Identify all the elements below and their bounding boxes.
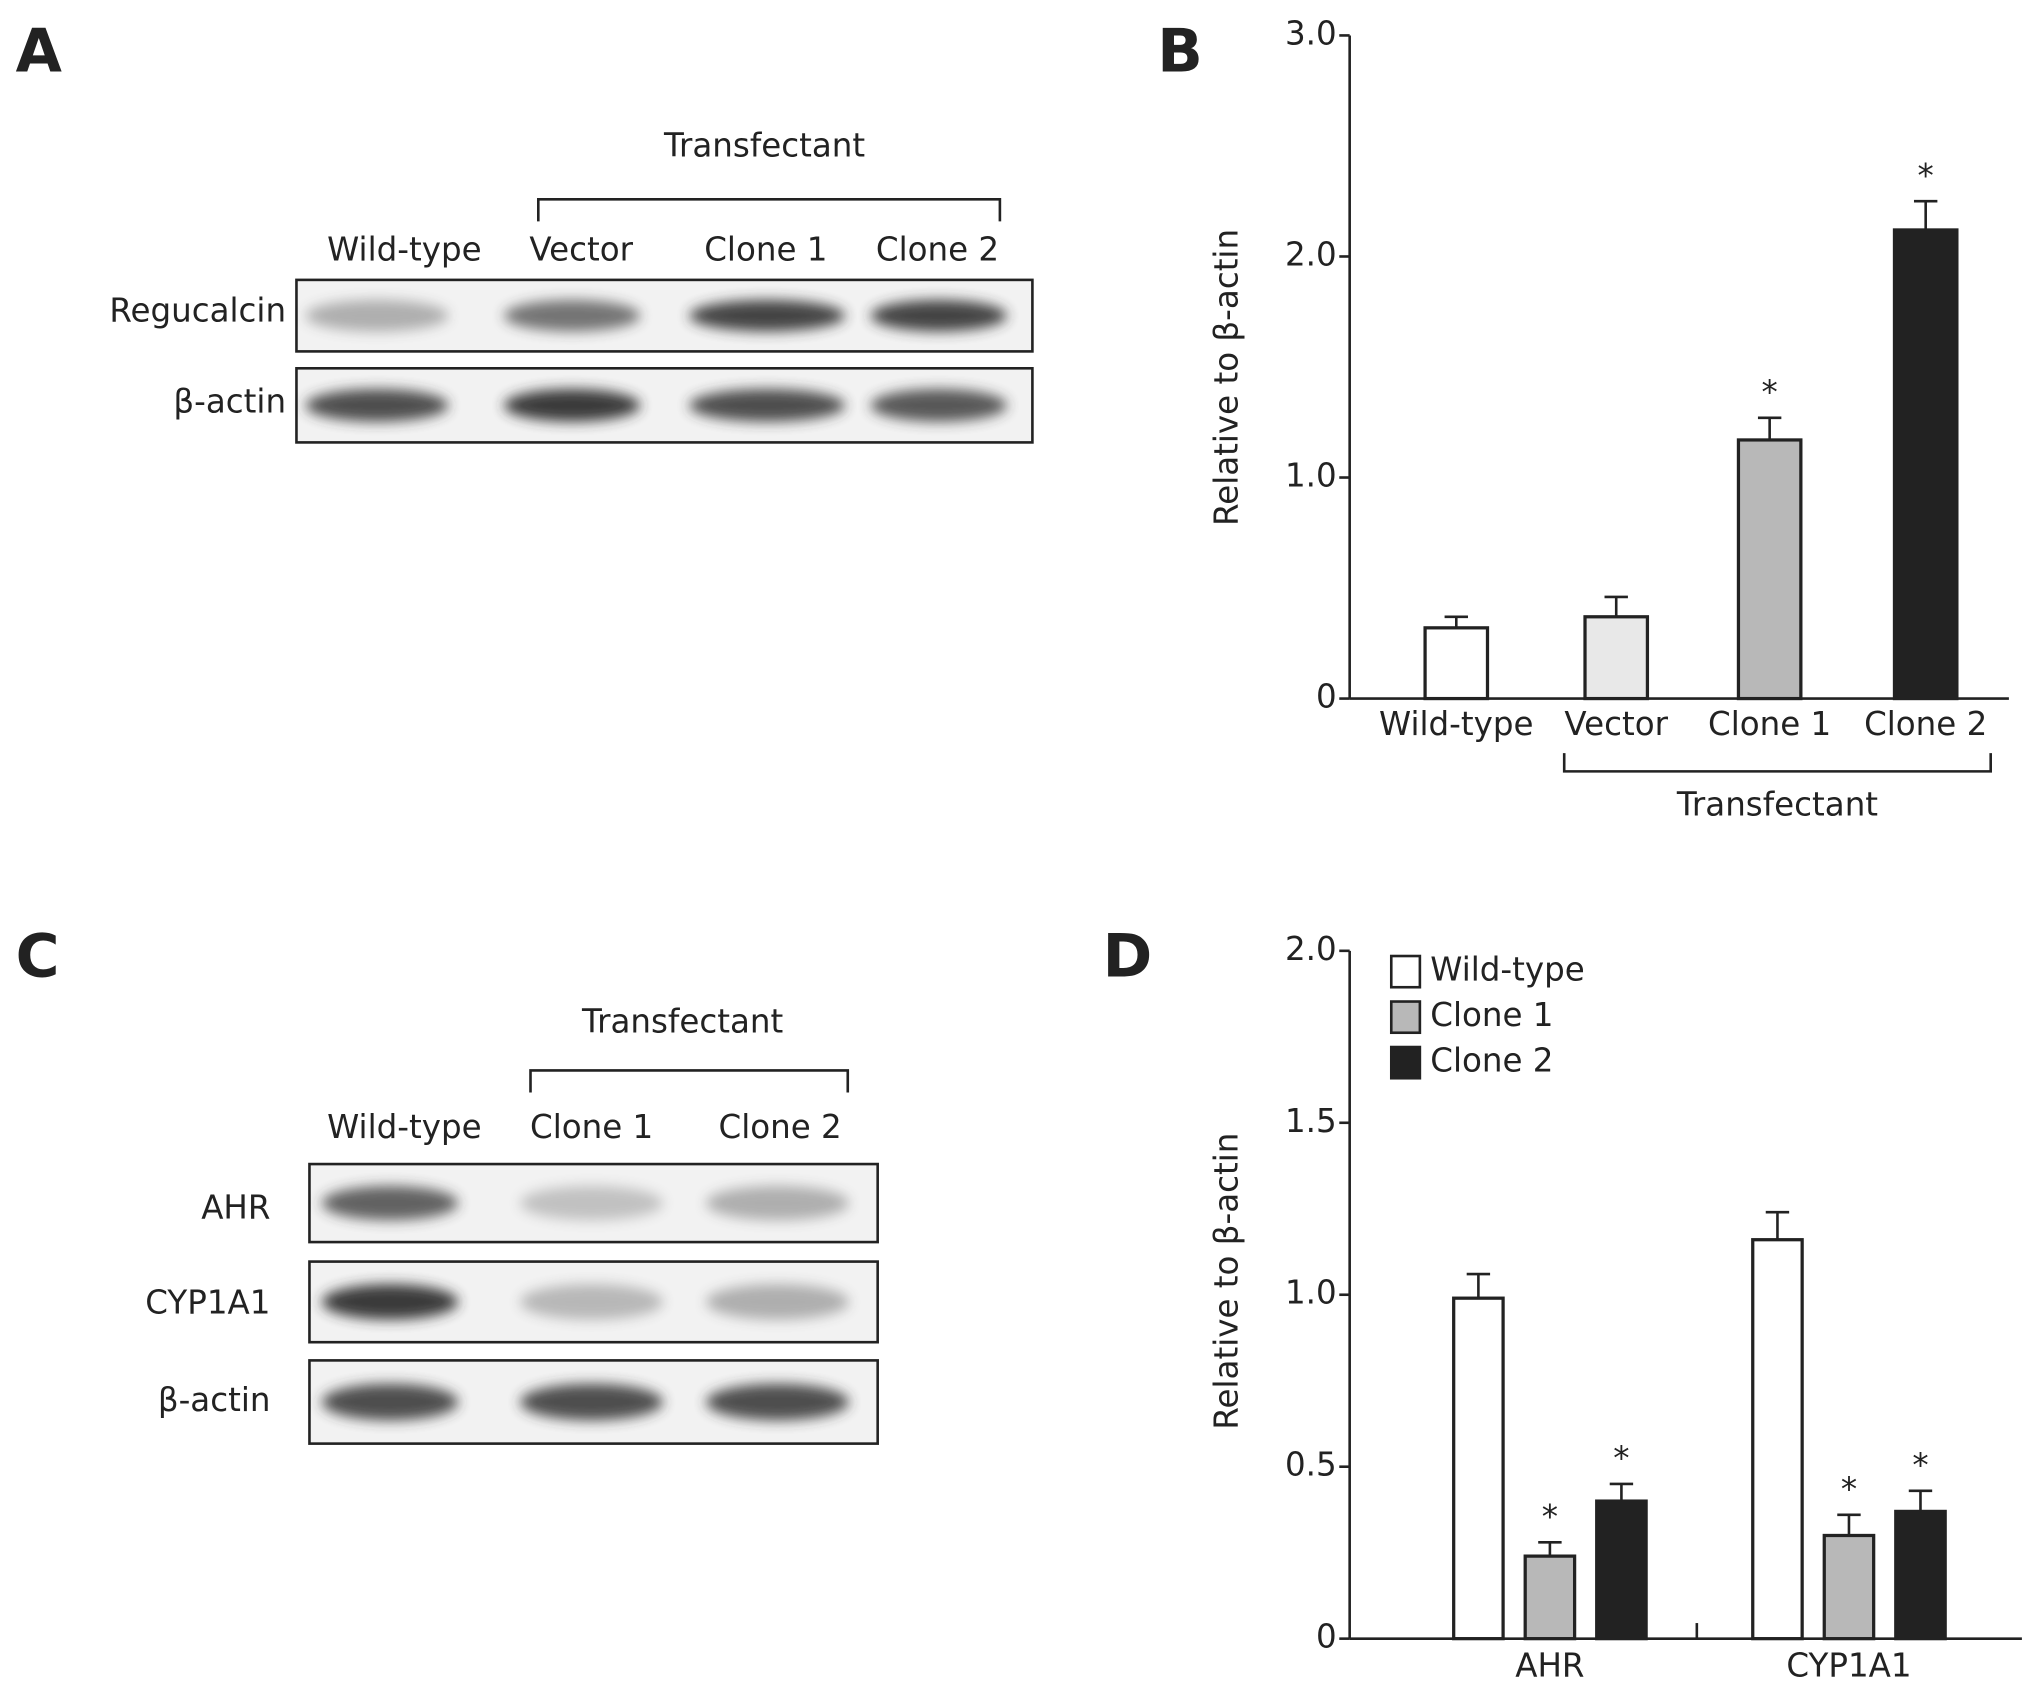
- band: [321, 1185, 459, 1221]
- lane-label: Vector: [529, 230, 633, 268]
- legend-swatch: [1389, 954, 1422, 989]
- band: [689, 389, 846, 422]
- lane-label: Clone 2: [719, 1108, 842, 1146]
- group-label: Transfectant: [663, 126, 865, 164]
- group-label: Transfectant: [581, 1003, 783, 1041]
- band: [870, 389, 1008, 422]
- significance-mark: *: [1841, 1470, 1857, 1508]
- bar: [1892, 228, 1959, 701]
- bar: [1751, 1238, 1804, 1641]
- y-tick-label: 1.0: [1285, 1274, 1337, 1312]
- y-tick-label: 0.5: [1285, 1446, 1337, 1484]
- y-tick-label: 0: [1316, 1618, 1337, 1656]
- bar: [1583, 615, 1650, 701]
- bar: [1523, 1554, 1577, 1641]
- band: [520, 1284, 664, 1320]
- row-label: β-actin: [158, 1381, 271, 1419]
- y-axis-label: Relative to β-actin: [1208, 1133, 1246, 1430]
- bar: [1736, 438, 1803, 701]
- lane-label: Clone 1: [704, 230, 827, 268]
- y-tick-label: 3.0: [1285, 14, 1337, 52]
- panel-letter: B: [1157, 17, 1203, 87]
- x-tick-label: Wild-type: [1379, 705, 1533, 743]
- x-tick-label: Clone 2: [1864, 705, 1987, 743]
- bar: [1595, 1499, 1648, 1641]
- band: [689, 299, 846, 332]
- panel-letter: A: [16, 17, 62, 87]
- y-tick-label: 1.0: [1285, 457, 1337, 495]
- bracket: [529, 1069, 850, 1093]
- significance-mark: *: [1918, 157, 1934, 195]
- bar: [1894, 1509, 1947, 1641]
- bar: [1452, 1296, 1505, 1641]
- lane-label: Wild-type: [327, 1108, 481, 1146]
- significance-mark: *: [1762, 373, 1778, 411]
- bar: [1423, 626, 1490, 701]
- row-label: β-actin: [173, 382, 286, 420]
- band: [503, 389, 641, 422]
- bracket: [1562, 753, 1992, 773]
- band: [321, 1383, 459, 1421]
- y-axis-label: Relative to β-actin: [1208, 229, 1246, 526]
- panel-letter: C: [16, 922, 60, 992]
- row-label: CYP1A1: [145, 1283, 270, 1321]
- legend-label: Wild-type: [1430, 951, 1584, 989]
- x-tick-label: CYP1A1: [1786, 1646, 1911, 1684]
- row-label: AHR: [201, 1189, 270, 1227]
- band: [706, 1284, 850, 1320]
- y-tick-label: 0: [1316, 678, 1337, 716]
- band: [520, 1383, 664, 1421]
- bar: [1822, 1533, 1876, 1641]
- legend-label: Clone 2: [1430, 1042, 1553, 1080]
- panel-letter: D: [1103, 922, 1153, 992]
- x-tick-label: Clone 1: [1708, 705, 1831, 743]
- legend-label: Clone 1: [1430, 996, 1553, 1034]
- group-label: Transfectant: [1676, 785, 1878, 823]
- band: [870, 299, 1008, 332]
- x-tick-label: Vector: [1564, 705, 1668, 743]
- lane-label: Clone 1: [530, 1108, 653, 1146]
- band: [305, 389, 449, 422]
- y-tick-label: 1.5: [1285, 1102, 1337, 1140]
- significance-mark: *: [1542, 1498, 1558, 1536]
- band: [706, 1383, 850, 1421]
- significance-mark: *: [1912, 1446, 1928, 1484]
- band: [503, 299, 641, 332]
- legend-swatch: [1389, 1045, 1422, 1080]
- lane-label: Clone 2: [876, 230, 999, 268]
- band: [706, 1185, 850, 1221]
- significance-mark: *: [1613, 1439, 1629, 1477]
- lane-label: Wild-type: [327, 230, 481, 268]
- band: [305, 299, 449, 332]
- row-label: Regucalcin: [109, 291, 286, 329]
- legend-swatch: [1389, 1000, 1422, 1035]
- x-tick-label: AHR: [1515, 1646, 1584, 1684]
- bracket: [537, 197, 1002, 222]
- band: [321, 1284, 459, 1320]
- y-tick-label: 2.0: [1285, 235, 1337, 273]
- y-tick-label: 2.0: [1285, 930, 1337, 968]
- band: [520, 1185, 664, 1221]
